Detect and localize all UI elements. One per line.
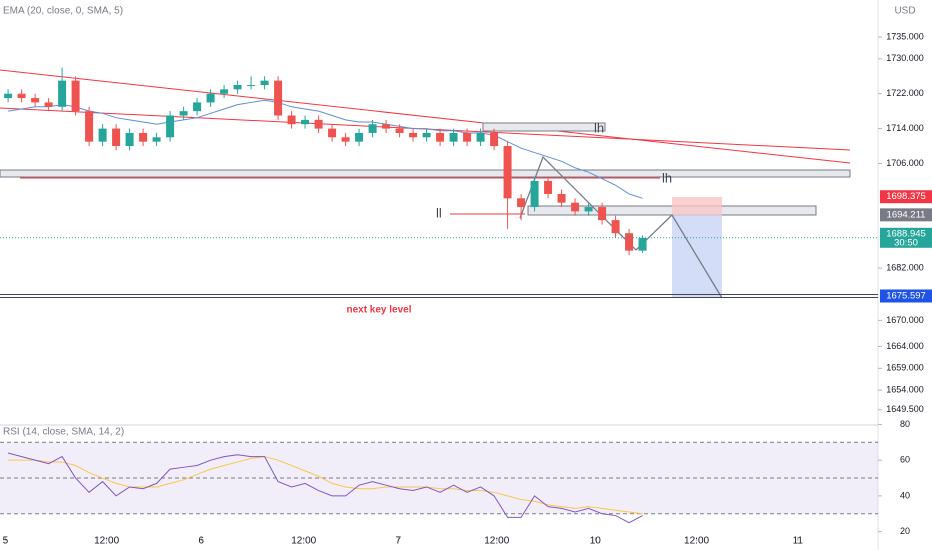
candle-body [4,93,13,99]
candle-body [355,132,364,142]
candle-body [395,128,404,133]
y-tick-label: 1659.000 [886,363,924,373]
candle-body [260,80,269,85]
candle-body [58,80,67,107]
candle-body [314,119,323,129]
candle-body [31,98,40,103]
x-tick-label: 7 [395,536,401,547]
candle-body [503,146,512,199]
legend: EMA (20, close, 0, SMA, 5) [3,6,123,17]
candle-body [139,132,148,142]
candle-body [409,132,418,138]
rsi-line [7,452,643,524]
candle-body [152,137,161,142]
candle-body [287,115,296,125]
annotation: lh [594,120,604,135]
y-tick-label: 40 [900,490,910,500]
candle-body [179,111,188,116]
candle-body [341,137,350,142]
annotation: ll [436,205,442,220]
candle-body [328,128,337,138]
currency: USD [894,6,915,17]
rsi-band [0,442,878,514]
candle-body [193,102,202,112]
zone [0,169,851,178]
candle-body [112,128,121,147]
price-tag [880,208,932,222]
candle-body [98,128,107,142]
y-tick-label: 1654.000 [886,385,924,395]
candle-body [544,180,553,194]
candle-body [125,132,134,147]
candle-body [382,124,391,129]
candle-body [638,237,647,251]
y-tick-label: 20 [900,526,910,536]
annotation: lh [662,170,672,185]
candle-body [220,89,229,94]
path-projection [519,155,723,299]
zone [482,122,606,132]
x-tick-label: 12:00 [94,536,119,547]
x-tick-label: 6 [198,536,204,547]
y-tick-label: 1649.500 [886,404,924,414]
candle-body [517,198,526,208]
candle-body [206,93,215,103]
y-tick-label: 1682.000 [886,262,924,272]
candle-body [71,80,80,112]
stop-zone [672,197,722,215]
y-tick-label: 1722.000 [886,88,924,98]
ema-line [8,99,643,199]
last-price-tag [880,227,932,248]
candle-body [584,207,593,212]
price-tag-label: 1694.211 [887,209,926,220]
candle-body [274,80,283,116]
candle-body [463,132,472,142]
y-tick-label: 1714.000 [886,123,924,133]
price-tag-label: 1675.597 [886,291,926,302]
x-tick-label: 10 [590,536,602,547]
candle-body [301,119,310,125]
candle-body [44,102,53,107]
candle-body [85,111,94,142]
candle-body [490,132,499,147]
candle-body [625,233,634,251]
candle-body [17,93,26,99]
candle-body [557,193,566,203]
candle-body [233,85,242,90]
y-tick-label: 1730.000 [886,53,924,63]
candle-body [611,220,620,234]
y-tick-label: 1706.000 [886,158,924,168]
annotation: next key level [346,305,411,316]
candle-body [422,132,431,138]
legend: RSI (14, close, SMA, 14, 2) [3,427,124,438]
y-tick-label: 1664.000 [886,341,924,351]
x-tick-label: 5 [3,536,9,547]
y-tick-label: 1670.000 [886,315,924,325]
x-tick-label: 12:00 [684,536,709,547]
rsi-sma-line [8,456,643,515]
price-tag [880,190,932,204]
trend-line [0,69,851,164]
y-tick-label: 60 [900,455,910,465]
price-tag-label: 1698.375 [886,191,926,202]
countdown: 30:50 [894,237,918,248]
candle-body [368,124,377,133]
price-tag [880,289,932,303]
x-tick-label: 11 [793,536,804,547]
y-tick-label: 80 [900,419,910,429]
candle-body [598,207,607,221]
candle-body [166,115,175,138]
candle-body [530,180,539,208]
last-price-label: 1688.945 [886,228,926,239]
candle-body [571,202,580,212]
x-tick-label: 12:00 [484,536,509,547]
candle-body [436,132,445,142]
x-tick-label: 12:00 [291,536,316,547]
y-tick-label: 1735.000 [886,31,924,41]
candle-body [247,85,256,86]
candle-body [476,132,485,142]
candle-body [449,132,458,142]
